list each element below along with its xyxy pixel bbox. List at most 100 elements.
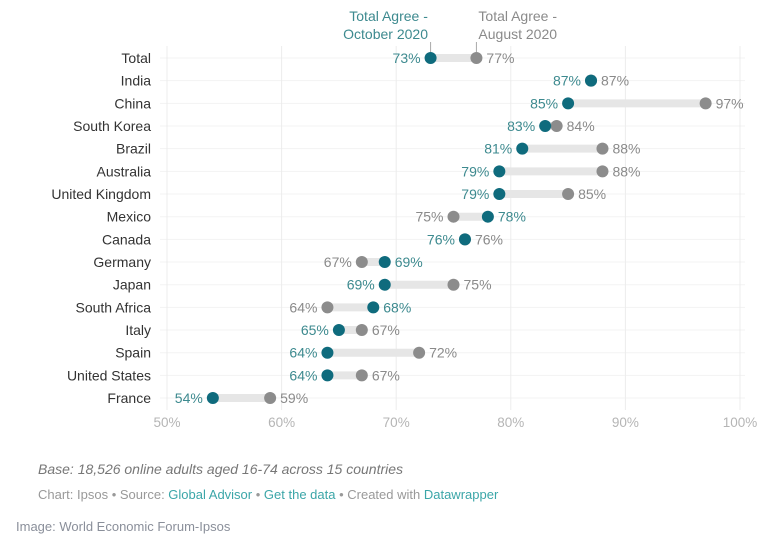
dot-october-2020 [378, 278, 391, 291]
value-label-august: 64% [289, 299, 317, 315]
value-label-october: 87% [553, 73, 581, 89]
country-label: United Kingdom [51, 186, 151, 202]
value-label-august: 67% [324, 254, 352, 270]
country-label: Mexico [107, 209, 152, 225]
dot-august-2020 [596, 142, 609, 155]
value-label-august: 75% [464, 277, 492, 293]
dot-october-2020 [424, 52, 437, 64]
dot-august-2020 [550, 120, 563, 133]
legend-october-line1: Total Agree - [349, 8, 428, 24]
source-prefix: Source: [119, 487, 169, 502]
country-label: France [107, 390, 151, 406]
x-tick-label: 60% [268, 415, 295, 430]
dot-august-2020 [562, 188, 575, 201]
created-prefix: Created with [347, 487, 424, 502]
country-label: India [121, 73, 152, 89]
value-label-august: 97% [716, 95, 744, 111]
value-label-october: 73% [393, 50, 421, 66]
country-label: Brazil [116, 141, 151, 157]
dot-october-2020 [206, 392, 219, 405]
value-label-october: 81% [484, 141, 512, 157]
image-credit: Image: World Economic Forum-Ipsos [16, 519, 231, 534]
chart-credit: Chart: Ipsos [38, 487, 109, 502]
dot-august-2020 [470, 52, 483, 64]
dot-october-2020 [458, 233, 471, 246]
country-label: Italy [125, 322, 151, 338]
value-label-october: 69% [347, 277, 375, 293]
x-tick-label: 90% [612, 415, 639, 430]
dot-october-2020 [539, 120, 552, 133]
dot-october-2020 [516, 142, 529, 155]
datawrapper-link[interactable]: Datawrapper [423, 487, 499, 502]
separator: • [252, 487, 264, 502]
value-label-october: 54% [175, 390, 203, 406]
legend-august-line1: Total Agree - [478, 8, 557, 24]
get-the-data-link[interactable]: Get the data [263, 487, 336, 502]
country-label: South Korea [73, 118, 151, 134]
value-label-october: 78% [498, 209, 526, 225]
value-label-august: 88% [612, 141, 640, 157]
dot-august-2020 [413, 346, 426, 359]
value-label-october: 64% [289, 367, 317, 383]
country-label: South Africa [76, 299, 152, 315]
dot-october-2020 [321, 346, 334, 359]
legend-august-line2: August 2020 [478, 26, 557, 42]
base-note: Base: 18,526 online adults aged 16-74 ac… [38, 461, 404, 477]
value-label-august: 88% [612, 163, 640, 179]
value-label-august: 67% [372, 367, 400, 383]
value-label-october: 76% [427, 231, 455, 247]
value-label-october: 85% [530, 95, 558, 111]
value-label-october: 79% [461, 186, 489, 202]
dot-october-2020 [493, 165, 506, 178]
country-label: China [114, 95, 151, 111]
x-tick-label: 70% [383, 415, 410, 430]
x-tick-label: 50% [153, 415, 180, 430]
country-label: Spain [115, 345, 151, 361]
dot-august-2020 [699, 97, 712, 110]
country-label: Canada [102, 231, 151, 247]
source-line: Chart: Ipsos • Source: Global Advisor • … [38, 487, 498, 502]
dot-october-2020 [321, 369, 334, 382]
dot-august-2020 [321, 301, 334, 314]
global-advisor-link[interactable]: Global Advisor [168, 487, 253, 502]
value-label-august: 85% [578, 186, 606, 202]
dot-october-2020 [481, 210, 494, 223]
dot-october-2020 [332, 324, 345, 337]
dot-october-2020 [585, 74, 598, 87]
value-label-october: 65% [301, 322, 329, 338]
dot-august-2020 [447, 278, 460, 291]
dot-august-2020 [355, 256, 368, 269]
country-label: Australia [97, 163, 152, 179]
value-label-august: 67% [372, 322, 400, 338]
value-label-october: 79% [461, 163, 489, 179]
value-label-august: 59% [280, 390, 308, 406]
dot-plot-chart: 50% 60% 70% 80% 90% 100% Total 73% 77% India 87% 8… [51, 8, 758, 430]
dot-october-2020 [493, 188, 506, 201]
value-label-august: 72% [429, 345, 457, 361]
x-tick-label: 100% [723, 415, 758, 430]
dot-august-2020 [355, 324, 368, 337]
country-label: United States [67, 367, 151, 383]
country-label: Japan [113, 277, 151, 293]
value-label-august: 76% [475, 231, 503, 247]
value-label-august: 77% [486, 50, 514, 66]
dot-august-2020 [596, 165, 609, 178]
dot-august-2020 [447, 210, 460, 223]
country-label: Total [121, 50, 151, 66]
value-label-august: 84% [567, 118, 595, 134]
dot-august-2020 [264, 392, 277, 405]
dot-august-2020 [355, 369, 368, 382]
value-label-october: 83% [507, 118, 535, 134]
separator: • [335, 487, 348, 502]
value-label-august: 75% [415, 209, 443, 225]
x-tick-label: 80% [497, 415, 524, 430]
dot-october-2020 [562, 97, 575, 110]
legend-october-line2: October 2020 [343, 26, 428, 42]
value-label-october: 68% [383, 299, 411, 315]
dot-october-2020 [378, 256, 391, 269]
country-label: Germany [93, 254, 151, 270]
value-label-october: 64% [289, 345, 317, 361]
value-label-august: 87% [601, 73, 629, 89]
value-label-october: 69% [395, 254, 423, 270]
dot-october-2020 [367, 301, 380, 314]
